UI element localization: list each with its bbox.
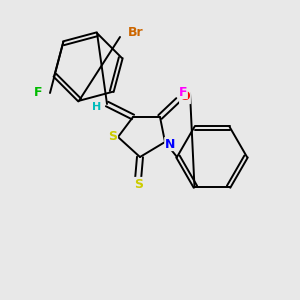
- Text: N: N: [165, 137, 175, 151]
- Text: S: S: [134, 178, 143, 190]
- Text: O: O: [180, 91, 190, 103]
- Text: H: H: [92, 102, 102, 112]
- Text: F: F: [34, 86, 42, 100]
- Text: Br: Br: [128, 26, 144, 38]
- Text: F: F: [179, 85, 187, 98]
- Text: S: S: [109, 130, 118, 142]
